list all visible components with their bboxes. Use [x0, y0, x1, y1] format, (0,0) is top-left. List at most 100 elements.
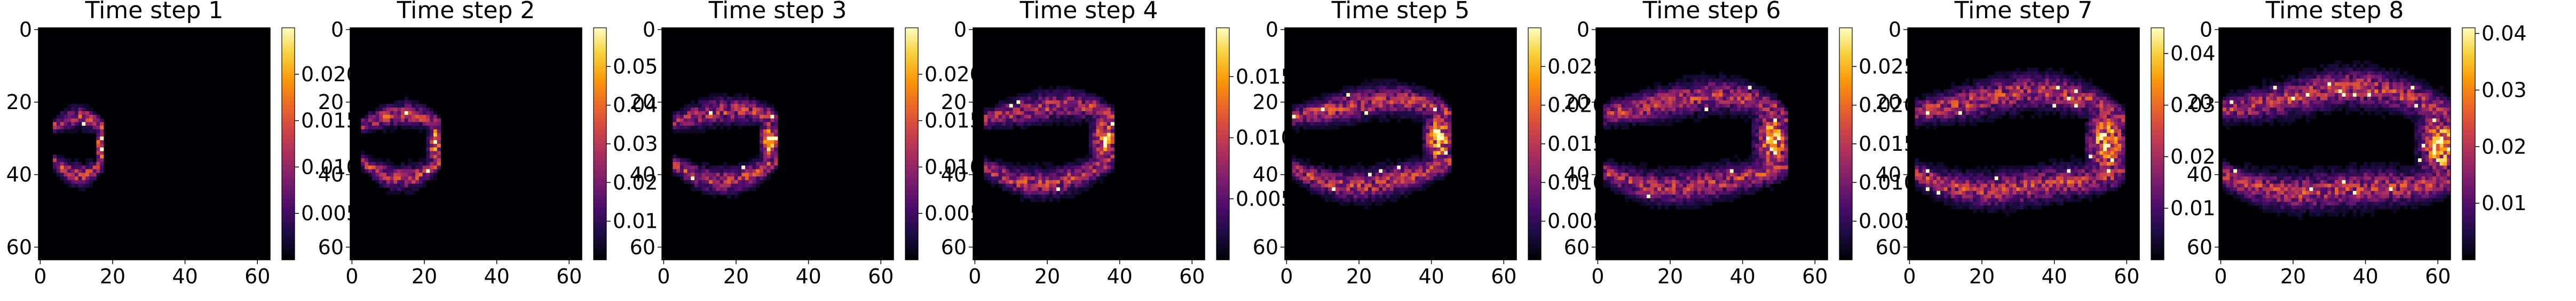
axes-frame	[1595, 27, 1828, 260]
colorbar-tick-label: 0.005	[1236, 187, 1294, 211]
heatmap-pixels	[1915, 67, 2125, 217]
y-tick-label: 0	[1577, 18, 1590, 41]
y-tick-label: 40	[941, 163, 967, 187]
colorbar-tick-label: 0.03	[2170, 94, 2216, 117]
panel-8: Time step 80 20 40 6002040600.010.020.030.0…	[2187, 0, 2527, 288]
heatmap-pixels	[361, 96, 441, 195]
colorbar-tick-label: 0.005	[1859, 210, 1917, 233]
y-tick-label: 20	[318, 90, 344, 114]
colorbar-tick-label: 0.02	[2170, 145, 2216, 168]
axes-frame	[973, 27, 1205, 260]
x-tick-label: 0	[657, 265, 670, 288]
panel-3: Time step 30 20 40 6002040600.0050.0100.015…	[630, 0, 983, 288]
x-tick-label: 20	[1657, 265, 1683, 288]
colorbar-gradient	[1216, 27, 1230, 260]
panel-title: Time step 2	[397, 0, 535, 24]
axes-frame	[661, 27, 894, 260]
x-tick-label: 20	[412, 265, 437, 288]
x-tick-label: 40	[1107, 265, 1132, 288]
x-tick-label: 0	[34, 265, 46, 288]
heatmap-background	[350, 28, 582, 260]
y-tick-label: 20	[1564, 90, 1590, 114]
panel-title: Time step 8	[2265, 0, 2404, 24]
colorbar-gradient	[2151, 27, 2164, 260]
colorbar-tick-label: 0.015	[1236, 65, 1294, 88]
x-tick-label: 0	[345, 265, 358, 288]
colorbar-tick-label: 0.01	[2482, 191, 2527, 215]
y-tick-label: 20	[1253, 90, 1278, 114]
panel-title: Time step 6	[1642, 0, 1781, 24]
y-tick-label: 60	[1253, 235, 1278, 259]
x-tick-label: 40	[1418, 265, 1444, 288]
panel-1: Time step 10 20 40 6002040600.0050.0100.015…	[6, 0, 359, 288]
heatmap-cells	[350, 28, 582, 260]
x-tick-label: 0	[1903, 265, 1916, 288]
colorbar-tick-label: 0.03	[2482, 78, 2527, 102]
y-tick-label: 20	[1876, 90, 1901, 114]
panel-title: Time step 4	[1020, 0, 1158, 24]
colorbar-tick-label: 0.020	[1859, 94, 1917, 117]
x-tick-label: 0	[1280, 265, 1293, 288]
axes-frame	[2218, 27, 2451, 260]
y-tick-label: 40	[630, 163, 655, 187]
x-tick-label: 0	[968, 265, 981, 288]
x-tick-label: 20	[723, 265, 749, 288]
colorbar-tick-label: 0.025	[1859, 55, 1917, 78]
heatmap-background	[1596, 28, 1828, 260]
y-tick-label: 0	[2200, 18, 2212, 41]
axes-frame	[1284, 27, 1517, 260]
y-tick-label: 40	[318, 163, 344, 187]
x-tick-label: 60	[556, 265, 582, 288]
y-tick-label: 0	[1888, 18, 1901, 41]
x-tick-label: 20	[100, 265, 125, 288]
colorbar-tick-label: 0.05	[613, 55, 658, 78]
x-tick-label: 0	[1591, 265, 1604, 288]
panel-title: Time step 5	[1331, 0, 1470, 24]
x-tick-label: 60	[2425, 265, 2451, 288]
heatmap-cells	[973, 28, 1205, 260]
heatmap-background	[1285, 28, 1516, 260]
panel-6: Time step 60 20 40 6002040600.0050.0100.015…	[1564, 0, 1917, 288]
colorbar-tick-label: 0.010	[1236, 126, 1294, 150]
colorbar: 0.01 0.02 0.03 0.04	[2151, 27, 2216, 260]
colorbar: 0.01 0.02 0.03 0.04 0.05	[593, 27, 658, 260]
colorbar-tick-label: 0.04	[2482, 22, 2527, 45]
heatmap-cells	[38, 28, 270, 260]
heatmap-pixels	[1603, 71, 1788, 210]
y-tick-label: 40	[1253, 163, 1278, 187]
x-tick-label: 40	[484, 265, 509, 288]
colorbar-gradient	[281, 27, 295, 260]
y-tick-label: 40	[6, 163, 32, 187]
heatmap-cells	[2219, 28, 2451, 260]
heatmap-cells	[1908, 28, 2139, 260]
y-tick-label: 0	[643, 18, 655, 41]
colorbar-tick-label: 0.04	[613, 94, 658, 117]
colorbar-tick-label: 0.005	[301, 202, 359, 225]
panel-title: Time step 1	[85, 0, 224, 24]
panel-title: Time step 7	[1954, 0, 2093, 24]
axes-frame	[38, 27, 271, 260]
heatmap-pixels	[984, 86, 1115, 202]
x-tick-label: 40	[172, 265, 197, 288]
x-tick-label: 40	[2352, 265, 2378, 288]
y-tick-label: 60	[6, 235, 32, 259]
x-tick-label: 60	[868, 265, 894, 288]
x-tick-label: 40	[1729, 265, 1755, 288]
x-tick-label: 20	[2280, 265, 2306, 288]
y-tick-label: 60	[2187, 235, 2212, 259]
heatmap-cells	[1285, 28, 1516, 260]
y-tick-label: 0	[331, 18, 344, 41]
x-tick-label: 60	[2114, 265, 2139, 288]
y-tick-label: 60	[941, 235, 967, 259]
heatmap-pixels	[2222, 60, 2451, 220]
colorbar-tick-label: 0.020	[301, 63, 359, 86]
x-tick-label: 60	[1179, 265, 1205, 288]
heatmap-pixels	[673, 93, 778, 199]
y-tick-label: 40	[2187, 163, 2212, 187]
colorbar-gradient	[905, 27, 919, 260]
y-tick-label: 20	[630, 90, 655, 114]
